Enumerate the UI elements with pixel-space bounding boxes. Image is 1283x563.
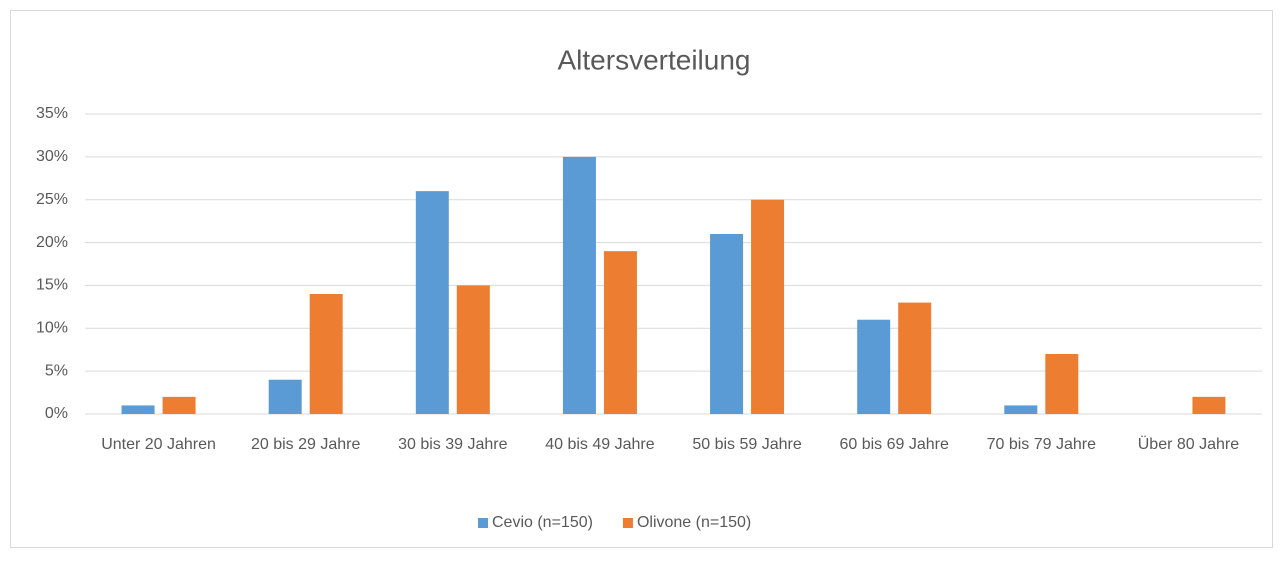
bar	[603, 251, 637, 414]
bar	[415, 191, 449, 414]
bar	[751, 199, 785, 414]
legend-swatch	[478, 518, 488, 528]
y-tick-label: 20%	[36, 234, 68, 251]
x-tick-label: 20 bis 29 Jahre	[251, 436, 361, 453]
y-tick-label: 35%	[36, 105, 68, 122]
x-tick-label: 60 bis 69 Jahre	[839, 436, 949, 453]
legend-label: Olivone (n=150)	[637, 514, 751, 531]
y-tick-label: 5%	[45, 362, 68, 379]
y-tick-label: 30%	[36, 148, 68, 165]
bar	[456, 285, 490, 414]
bar	[268, 379, 302, 414]
x-tick-label: Unter 20 Jahren	[101, 436, 216, 453]
bar	[562, 156, 596, 414]
bar	[857, 319, 891, 414]
bar	[162, 396, 196, 414]
bar	[309, 294, 343, 414]
x-tick-label: 50 bis 59 Jahre	[692, 436, 802, 453]
chart-title: Altersverteilung	[558, 44, 751, 75]
bar	[1192, 396, 1226, 414]
y-tick-label: 0%	[45, 405, 68, 422]
y-tick-label: 15%	[36, 277, 68, 294]
y-tick-label: 25%	[36, 191, 68, 208]
bar	[710, 234, 744, 414]
bar	[898, 302, 932, 414]
chart-border	[10, 10, 1273, 548]
legend-label: Cevio (n=150)	[492, 514, 593, 531]
x-tick-label: 30 bis 39 Jahre	[398, 436, 508, 453]
bar	[1045, 354, 1079, 414]
y-tick-label: 10%	[36, 320, 68, 337]
legend-swatch	[622, 518, 633, 528]
x-tick-label: 70 bis 79 Jahre	[987, 436, 1097, 453]
x-tick-label: Über 80 Jahre	[1138, 435, 1239, 453]
x-tick-label: 40 bis 49 Jahre	[545, 436, 655, 453]
bar	[121, 405, 155, 414]
bar	[1004, 405, 1038, 414]
